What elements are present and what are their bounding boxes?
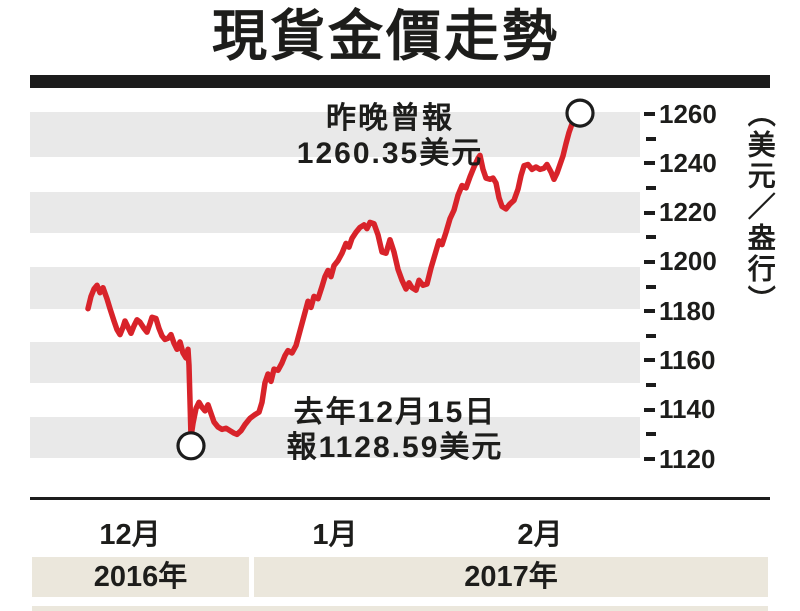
- y-axis-tick-value: 1220: [659, 197, 717, 228]
- year-band-2017: 2017年: [254, 557, 768, 597]
- y-axis-minor-tick: [646, 185, 656, 190]
- y-axis-tick-label: 1260: [644, 99, 717, 129]
- background-stripe: [30, 112, 640, 157]
- background-stripe: [30, 342, 640, 383]
- y-axis-tick-label: 1220: [644, 197, 717, 228]
- y-axis-minor-tick: [646, 432, 656, 437]
- y-axis-tick-value: 1160: [659, 344, 716, 375]
- background-stripe: [30, 417, 640, 458]
- y-axis-tick-value: 1240: [659, 147, 717, 178]
- annotation-high-line2: 1260.35美元: [296, 137, 484, 170]
- y-axis-tick-dash: [644, 112, 655, 116]
- annotation-low-line2: 報1128.59美元: [286, 431, 504, 464]
- y-axis-tick-dash: [644, 259, 655, 264]
- bottom-edge-band: [32, 606, 768, 611]
- x-axis-line: [30, 497, 770, 500]
- annotation-high: 昨晚曾報 1260.35美元: [240, 101, 540, 171]
- y-axis-tick-value: 1120: [659, 443, 716, 474]
- marker-low-circle: [176, 431, 206, 461]
- gold-price-line: [85, 113, 578, 440]
- month-label-3: 2月: [517, 519, 563, 551]
- month-label-2: 1月: [312, 519, 358, 551]
- annotation-low: 去年12月15日 報1128.59美元: [245, 395, 545, 465]
- y-axis-tick-label: 1160: [644, 345, 715, 375]
- chart-title: 現貨金價走勢: [211, 3, 560, 68]
- y-axis-tick-value: 1260: [659, 98, 717, 129]
- month-label-1: 12月: [99, 519, 161, 551]
- y-axis-tick-dash: [644, 161, 655, 166]
- annotation-low-line1: 去年12月15日: [293, 396, 497, 429]
- y-axis-tick-value: 1180: [659, 295, 716, 326]
- y-axis-tick-value: 1200: [659, 246, 717, 277]
- y-axis-unit-label: （美元／盎行）: [744, 99, 776, 316]
- y-axis-tick-label: 1180: [644, 296, 715, 326]
- y-axis-tick-dash: [644, 457, 655, 461]
- y-axis-minor-tick: [646, 383, 656, 388]
- y-axis-tick-label: 1140: [644, 394, 716, 425]
- y-axis-tick-dash: [644, 358, 655, 363]
- background-stripe: [30, 267, 640, 309]
- marker-high-circle: [565, 98, 595, 128]
- background-stripe: [30, 192, 640, 233]
- y-axis-tick-dash: [644, 309, 655, 314]
- year-band-2016: 2016年: [32, 557, 249, 597]
- y-axis-tick-label: 1120: [644, 444, 715, 474]
- y-axis-minor-tick: [646, 136, 656, 141]
- y-axis-minor-tick: [646, 284, 656, 289]
- y-axis-tick-dash: [644, 210, 655, 215]
- y-axis-tick-value: 1140: [659, 394, 716, 425]
- y-axis-tick-label: 1200: [644, 246, 717, 277]
- y-axis-tick-dash: [644, 407, 655, 412]
- y-axis-minor-tick: [646, 333, 656, 338]
- y-axis-minor-tick: [646, 235, 656, 240]
- annotation-high-line1: 昨晚曾報: [326, 102, 454, 135]
- title-divider-bar: [30, 75, 770, 88]
- y-axis-tick-label: 1240: [644, 148, 717, 178]
